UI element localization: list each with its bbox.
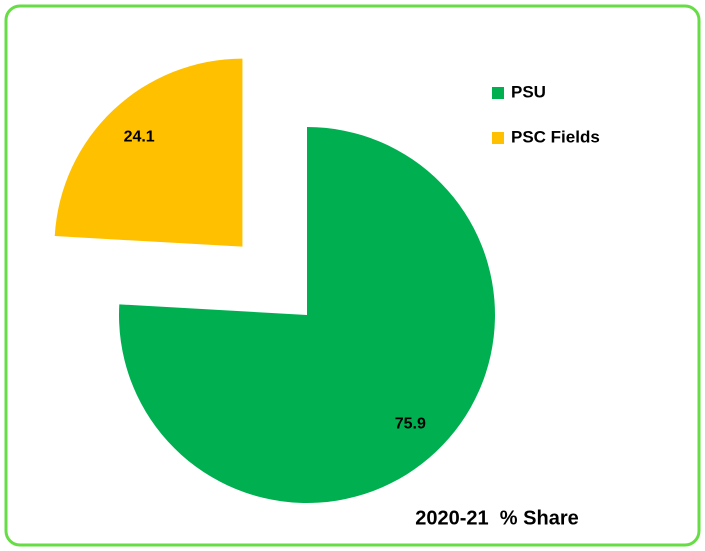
data-label: 24.1 bbox=[124, 129, 155, 146]
legend-swatch bbox=[492, 87, 504, 99]
legend-label: PSU bbox=[511, 82, 546, 101]
legend-label: PSC Fields bbox=[511, 127, 600, 146]
chart-title: 2020-21 % Share bbox=[415, 507, 578, 529]
data-label: 75.9 bbox=[395, 416, 426, 433]
pie-slice bbox=[54, 58, 243, 247]
pie-slice bbox=[119, 127, 496, 503]
legend-swatch bbox=[492, 132, 504, 144]
